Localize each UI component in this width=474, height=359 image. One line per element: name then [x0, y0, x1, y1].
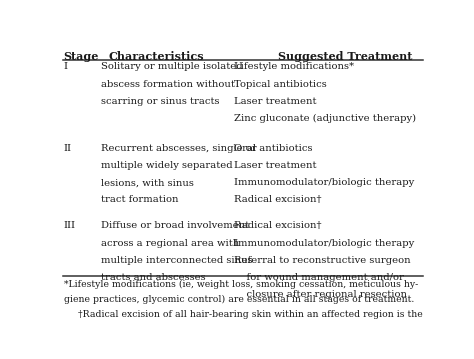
- Text: Characteristics: Characteristics: [109, 51, 204, 62]
- Text: tract formation: tract formation: [101, 195, 179, 204]
- Text: across a regional area with: across a regional area with: [101, 238, 240, 247]
- Text: Recurrent abscesses, single or: Recurrent abscesses, single or: [101, 144, 257, 153]
- Text: closure after regional resection: closure after regional resection: [234, 290, 407, 299]
- Text: giene practices, glycemic control) are essential in all stages of treatment.: giene practices, glycemic control) are e…: [64, 294, 414, 304]
- Text: Zinc gluconate (adjunctive therapy): Zinc gluconate (adjunctive therapy): [234, 114, 416, 123]
- Text: Laser treatment: Laser treatment: [234, 97, 316, 106]
- Text: tracts and abscesses: tracts and abscesses: [101, 273, 206, 282]
- Text: †Radical excision of all hair-bearing skin within an affected region is the: †Radical excision of all hair-bearing sk…: [78, 309, 423, 318]
- Text: Immunomodulator/biologic therapy: Immunomodulator/biologic therapy: [234, 238, 414, 247]
- Text: Immunomodulator/biologic therapy: Immunomodulator/biologic therapy: [234, 178, 414, 187]
- Text: Radical excision†: Radical excision†: [234, 195, 321, 204]
- Text: Laser treatment: Laser treatment: [234, 161, 316, 170]
- Text: III: III: [64, 222, 76, 230]
- Text: Radical excision†: Radical excision†: [234, 222, 321, 230]
- Text: lesions, with sinus: lesions, with sinus: [101, 178, 194, 187]
- Text: Referral to reconstructive surgeon: Referral to reconstructive surgeon: [234, 256, 410, 265]
- Text: multiple widely separated: multiple widely separated: [101, 161, 233, 170]
- Text: multiple interconnected sinus: multiple interconnected sinus: [101, 256, 253, 265]
- Text: Solitary or multiple isolated: Solitary or multiple isolated: [101, 62, 243, 71]
- Text: Suggested Treatment: Suggested Treatment: [278, 51, 412, 62]
- Text: Stage: Stage: [64, 51, 99, 62]
- Text: II: II: [64, 144, 72, 153]
- Text: Topical antibiotics: Topical antibiotics: [234, 80, 327, 89]
- Text: Lifestyle modifications*: Lifestyle modifications*: [234, 62, 354, 71]
- Text: I: I: [64, 62, 68, 71]
- Text: Diffuse or broad involvement: Diffuse or broad involvement: [101, 222, 250, 230]
- Text: abscess formation without: abscess formation without: [101, 80, 236, 89]
- Text: scarring or sinus tracts: scarring or sinus tracts: [101, 97, 220, 106]
- Text: for wound management and/or: for wound management and/or: [234, 273, 404, 282]
- Text: *Lifestyle modifications (ie, weight loss, smoking cessation, meticulous hy-: *Lifestyle modifications (ie, weight los…: [64, 279, 418, 289]
- Text: Oral antibiotics: Oral antibiotics: [234, 144, 312, 153]
